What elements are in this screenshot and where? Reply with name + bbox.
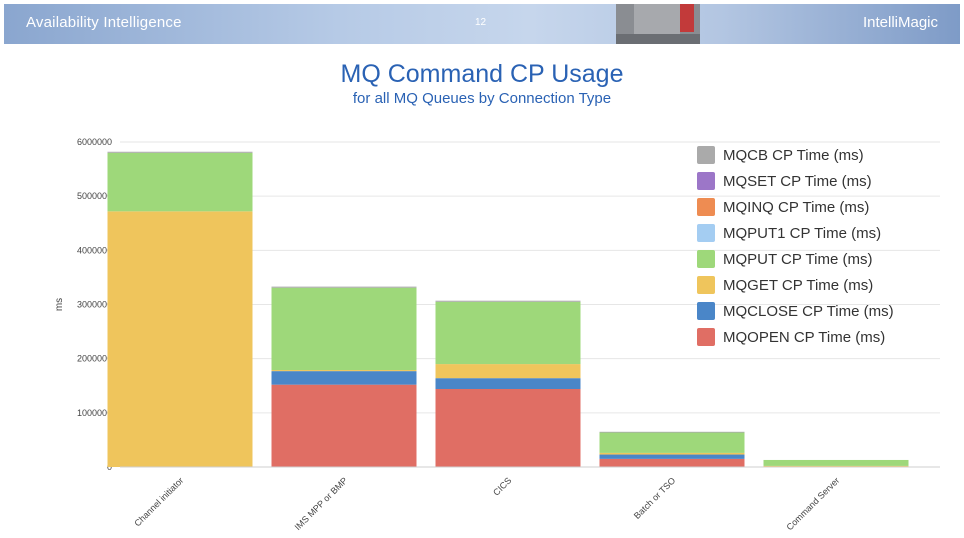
x-category-label: Command Server <box>784 475 841 532</box>
bar-segment <box>271 384 417 467</box>
bar-segment <box>271 371 417 385</box>
y-tick-label: 5000000 <box>77 191 112 201</box>
x-category-label: Batch or TSO <box>632 475 678 521</box>
bar-segment <box>107 211 253 467</box>
legend-swatch <box>697 250 715 268</box>
header-title: Availability Intelligence <box>26 14 182 31</box>
bar-segment <box>599 454 745 459</box>
legend-label: MQINQ CP Time (ms) <box>723 198 870 216</box>
legend-swatch <box>697 276 715 294</box>
legend-item[interactable]: MQCLOSE CP Time (ms) <box>697 298 937 324</box>
legend-swatch <box>697 172 715 190</box>
bar-segment <box>271 286 417 288</box>
legend-item[interactable]: MQPUT1 CP Time (ms) <box>697 220 937 246</box>
bar-segment <box>435 389 581 467</box>
legend-swatch <box>697 224 715 242</box>
y-tick-label: 4000000 <box>77 245 112 255</box>
bar-segment <box>271 370 417 372</box>
x-category-label: Channel initiator <box>132 475 185 528</box>
legend-item[interactable]: MQOPEN CP Time (ms) <box>697 324 937 350</box>
y-tick-label: 6000000 <box>77 137 112 147</box>
legend-label: MQGET CP Time (ms) <box>723 276 874 294</box>
chart-legend: MQCB CP Time (ms) MQSET CP Time (ms) MQINQ… <box>697 142 937 350</box>
legend-item[interactable]: MQSET CP Time (ms) <box>697 168 937 194</box>
bar-segment <box>435 301 581 365</box>
legend-label: MQPUT1 CP Time (ms) <box>723 224 882 242</box>
legend-swatch <box>697 328 715 346</box>
header-bar: Availability Intelligence 12 IntelliMagi… <box>4 4 960 44</box>
bar-segment <box>599 452 745 455</box>
bar-segment <box>763 465 909 467</box>
legend-label: MQCB CP Time (ms) <box>723 146 864 164</box>
legend-item[interactable]: MQPUT CP Time (ms) <box>697 246 937 272</box>
legend-swatch <box>697 146 715 164</box>
bar-segment <box>271 287 417 371</box>
x-category-label: IMS MPP or BMP <box>293 475 350 532</box>
chart-subtitle: for all MQ Queues by Connection Type <box>352 90 612 107</box>
bar-segment <box>599 431 745 433</box>
page-number: 12 <box>475 17 487 28</box>
legend-label: MQCLOSE CP Time (ms) <box>723 302 894 320</box>
x-category-label: CICS <box>491 475 513 497</box>
y-tick-label: 2000000 <box>77 354 112 364</box>
bar-segment <box>435 364 581 379</box>
y-tick-label: 3000000 <box>77 300 112 310</box>
legend-label: MQPUT CP Time (ms) <box>723 250 873 268</box>
y-axis-label: ms <box>54 298 65 311</box>
y-tick-label: 1000000 <box>77 408 112 418</box>
legend-item[interactable]: MQCB CP Time (ms) <box>697 142 937 168</box>
bar-segment <box>435 300 581 302</box>
legend-item[interactable]: MQINQ CP Time (ms) <box>697 194 937 220</box>
legend-swatch <box>697 302 715 320</box>
legend-swatch <box>697 198 715 216</box>
chart-title: MQ Command CP Usage <box>340 60 624 88</box>
tower-photo <box>616 4 700 44</box>
bar-segment <box>599 432 745 453</box>
bar-segment <box>435 378 581 389</box>
legend-label: MQSET CP Time (ms) <box>723 172 872 190</box>
bar-segment <box>763 459 909 466</box>
brand-name: IntelliMagic <box>862 14 938 31</box>
legend-label: MQOPEN CP Time (ms) <box>723 328 886 346</box>
bar-segment <box>107 152 253 212</box>
bar-segment <box>599 458 745 467</box>
legend-item[interactable]: MQGET CP Time (ms) <box>697 272 937 298</box>
bar-segment <box>107 151 253 153</box>
